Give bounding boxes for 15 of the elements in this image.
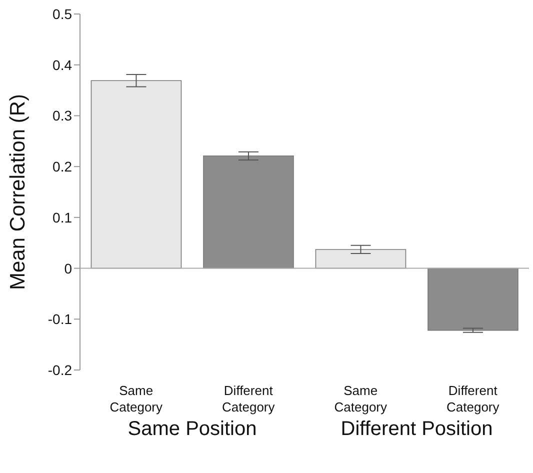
text: Same Position [126,418,258,441]
y-axis-title: Mean Correlation (R) [6,94,30,290]
x-tick-label: Same Category [110,383,163,414]
y-tick-label: 0 [64,260,72,276]
y-tick-label: -0.2 [48,362,72,378]
x-tick-label: Different Category [222,383,276,414]
y-tick-label: 0.5 [52,6,72,22]
text: Different Position [340,418,494,441]
x-tick-label: Different Category [446,383,500,414]
x-tick-label: Same Category [334,383,388,414]
y-tick-label: 0.2 [52,158,72,175]
y-tick-label: -0.1 [48,311,72,328]
y-tick-label: 0.1 [52,209,72,226]
y-tick-label: 0.3 [52,108,72,124]
y-tick-label: 0.4 [52,56,72,73]
